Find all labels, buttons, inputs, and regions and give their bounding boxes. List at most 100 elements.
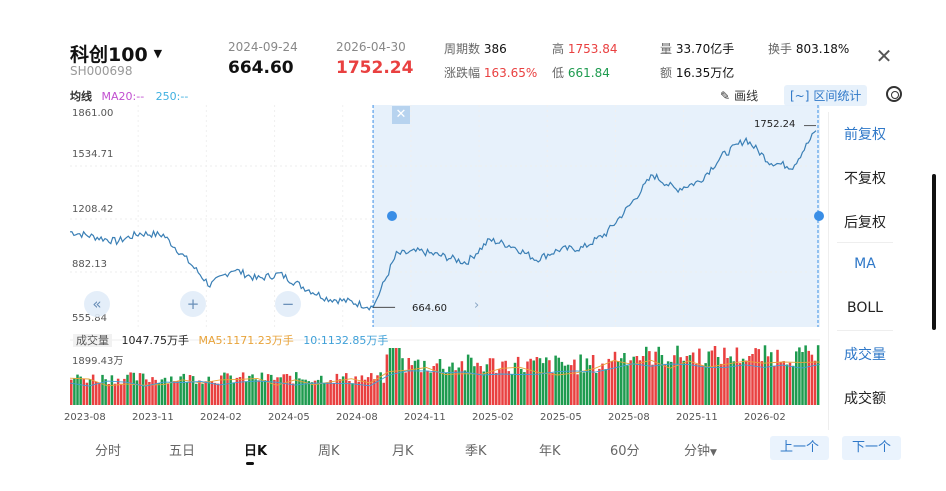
volume-bar	[520, 368, 523, 405]
volume-bar	[723, 347, 726, 405]
index-title[interactable]: 科创100 ▼	[70, 40, 162, 67]
indicator-volume-button[interactable]: 成交量	[844, 347, 886, 363]
volume-bar	[713, 346, 717, 405]
indicator-amount-button[interactable]: 成交额	[844, 391, 886, 407]
volume-bar	[491, 358, 495, 405]
volume-bar	[410, 365, 414, 405]
next-button[interactable]: 下一个	[842, 436, 902, 460]
volume-current: 1047.75万手	[121, 334, 190, 347]
turnover-stat: 换手 803.18%	[768, 40, 849, 57]
kline-chart[interactable]	[70, 105, 820, 410]
tab-five-day[interactable]: 五日	[169, 444, 196, 459]
volume-bar	[79, 376, 82, 405]
volume-bar	[320, 375, 323, 405]
volume-bar	[791, 365, 795, 405]
volume-bar	[82, 378, 86, 405]
volume-bar	[313, 380, 317, 405]
volume-bar	[432, 366, 436, 405]
volume-bar	[560, 361, 564, 405]
volume-bar	[138, 373, 142, 405]
scroll-left-icon[interactable]: «	[84, 291, 110, 317]
volume-bar	[385, 354, 389, 405]
volume-bar	[482, 371, 486, 405]
volume-bar	[135, 380, 139, 405]
volume-bar	[445, 372, 448, 405]
volume-bar	[798, 347, 801, 405]
scrollbar-thumb[interactable]	[932, 174, 936, 330]
volume-bar	[601, 363, 604, 405]
pencil-icon: ✎	[720, 88, 731, 103]
volume-bar	[648, 351, 651, 405]
volume-bar	[535, 357, 539, 405]
volume-bar	[488, 358, 492, 405]
volume-bar	[160, 379, 164, 405]
volume-bar	[151, 377, 154, 405]
tab-week-k[interactable]: 周K	[318, 444, 340, 459]
amount-stat: 额 16.35万亿	[660, 64, 734, 81]
selection-end-handle[interactable]	[814, 211, 824, 221]
selection-start-handle[interactable]	[387, 211, 397, 221]
volume-bar	[179, 376, 182, 405]
time-axis-label: 2023-11	[132, 412, 174, 423]
volume-bar	[523, 372, 526, 405]
tab-quarter-k[interactable]: 季K	[465, 444, 487, 459]
volume-bar	[354, 376, 357, 405]
volume-legend: 成交量 1047.75万手 MA5:1171.23万手 10:1132.85万手	[73, 332, 388, 348]
volume-bar	[120, 383, 123, 405]
start-date: 2024-09-24	[228, 40, 298, 54]
indicator-ma-button[interactable]: MA	[854, 256, 876, 272]
indicator-boll-button[interactable]: BOLL	[847, 300, 883, 316]
volume-bar	[748, 356, 751, 405]
volume-bar	[551, 372, 554, 405]
volume-bar	[357, 381, 361, 405]
tab-minute[interactable]: 分钟▼	[684, 440, 717, 459]
prev-button[interactable]: 上一个	[770, 436, 830, 460]
tab-day-k[interactable]: 日K	[244, 444, 268, 459]
adj-forward-button[interactable]: 前复权	[844, 127, 886, 143]
volume-bar	[532, 360, 536, 405]
tab-intraday[interactable]: 分时	[95, 444, 122, 459]
amount-value: 16.35万亿	[675, 66, 735, 80]
volume-bar	[307, 381, 311, 405]
volume-bar	[679, 357, 682, 405]
volume-bar	[607, 358, 611, 405]
volume-bar	[729, 356, 732, 405]
volume-bar	[379, 372, 382, 405]
selection-close-icon[interactable]: ✕	[392, 106, 410, 124]
adj-none-button[interactable]: 不复权	[844, 171, 886, 187]
turnover-value: 803.18%	[795, 42, 850, 56]
selection-start-price: 664.60	[412, 303, 447, 314]
volume-bar	[773, 365, 776, 405]
volume-bar	[429, 372, 432, 405]
volume-bar	[538, 358, 542, 405]
zoom-out-icon[interactable]: −	[275, 291, 301, 317]
scroll-right-icon[interactable]: ›	[474, 298, 480, 313]
chevron-down-icon[interactable]: ▼	[153, 47, 163, 60]
index-name: 科创100	[70, 44, 148, 66]
draw-line-button[interactable]: ✎ 画线	[720, 87, 758, 104]
volume-bar	[541, 363, 545, 405]
zoom-in-icon[interactable]: +	[180, 291, 206, 317]
tab-minute-label: 分钟	[684, 444, 711, 459]
range-stats-button[interactable]: [~] 区间统计	[784, 85, 868, 106]
volume-bar	[245, 381, 248, 405]
volume-bar	[504, 360, 507, 405]
volume-axis-max: 1899.43万	[72, 356, 124, 367]
volume-bar	[604, 369, 607, 405]
high-stat: 高 1753.84	[552, 40, 617, 57]
tab-month-k[interactable]: 月K	[392, 444, 414, 459]
volume-bar	[495, 372, 498, 405]
tab-year-k[interactable]: 年K	[539, 444, 561, 459]
volume-bar	[782, 361, 786, 405]
volume-bar	[598, 368, 601, 405]
volume-bar	[513, 362, 517, 405]
volume-bar	[454, 370, 457, 405]
volume-bar	[391, 348, 395, 405]
volume-bar	[238, 377, 242, 405]
volume-bar	[676, 345, 679, 405]
volume-bar	[404, 372, 407, 405]
settings-gear-icon[interactable]	[886, 86, 902, 102]
tab-60min[interactable]: 60分	[610, 444, 640, 459]
close-icon[interactable]: ✕	[875, 44, 893, 68]
adj-backward-button[interactable]: 后复权	[844, 215, 886, 231]
